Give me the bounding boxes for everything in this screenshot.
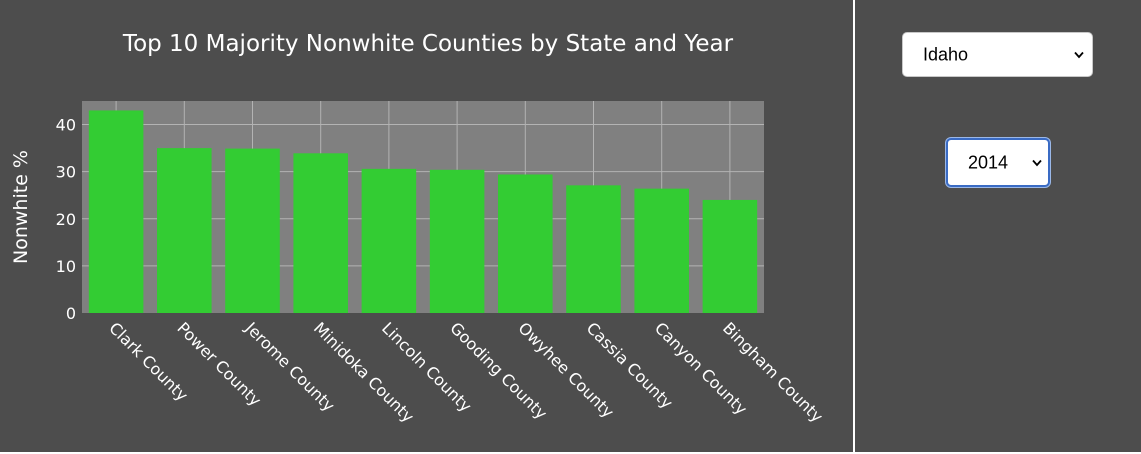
bar-canyon-county (634, 188, 689, 313)
y-axis-label: Nonwhite % (10, 150, 32, 264)
year-select[interactable]: 2014 (946, 138, 1050, 187)
bars (88, 110, 758, 313)
bar-jerome-county (225, 148, 280, 313)
bar-chart: Top 10 Majority Nonwhite Counties by Sta… (10, 31, 827, 427)
bar-lincoln-county (361, 168, 417, 313)
bar-owyhee-county (498, 174, 553, 313)
state-select[interactable]: Idaho (902, 32, 1093, 77)
chevron-down-icon (1032, 159, 1042, 166)
y-tick-label: 40 (56, 116, 76, 135)
chevron-down-icon (1074, 51, 1084, 58)
bar-cassia-county (566, 185, 621, 313)
bar-bingham-county (702, 199, 758, 313)
state-select-value: Idaho (923, 44, 969, 64)
y-tick-label: 10 (56, 257, 76, 276)
y-tick-label: 0 (66, 304, 76, 323)
y-tick-label: 20 (56, 210, 76, 229)
year-select-value: 2014 (968, 152, 1009, 172)
bar-gooding-county (429, 169, 485, 313)
chart-title: Top 10 Majority Nonwhite Counties by Sta… (122, 31, 734, 57)
bar-clark-county (88, 110, 144, 313)
y-tick-labels: 0 10 20 30 40 (56, 116, 76, 323)
y-tick-label: 30 (56, 163, 76, 182)
bar-minidoka-county (293, 153, 348, 313)
bar-power-county (157, 148, 212, 313)
